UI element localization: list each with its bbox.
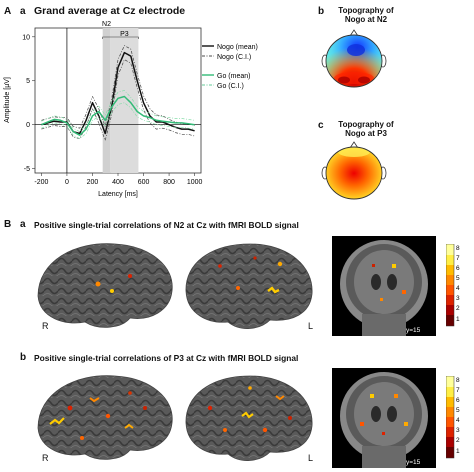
y-axis-label: Amplitude [µV] xyxy=(4,77,11,123)
cb-a-tick-7: 7 xyxy=(456,255,460,262)
nogo-ci-lower-line xyxy=(41,59,195,141)
cb-b-tick-8: 8 xyxy=(456,377,460,384)
cb-a-tick-6: 6 xyxy=(456,265,460,272)
brain-left-hemisphere-n2: L xyxy=(185,243,313,331)
x-tick-label: 1000 xyxy=(187,179,203,186)
cb-a-tick-4: 4 xyxy=(456,285,460,292)
x-tick-label: 600 xyxy=(138,179,150,186)
row-b-title: Positive single-trial correlations of P3… xyxy=(34,353,299,363)
row-a-title: Positive single-trial correlations of N2… xyxy=(34,220,299,230)
slice-label-row-a: y=15 xyxy=(406,327,421,334)
cb-b-tick-7: 7 xyxy=(456,387,460,394)
go-ci-lower-line xyxy=(41,102,195,140)
cb-a-tick-5: 5 xyxy=(456,275,460,282)
x-tick-label: 200 xyxy=(87,179,99,186)
cb-a-tick-3: 3 xyxy=(456,295,460,302)
p3-window xyxy=(110,28,139,173)
legend: Nogo (mean) Nogo (C.I.) Go (mean) Go (C.… xyxy=(202,44,258,90)
hemisphere-label-l: L xyxy=(308,453,313,463)
cb-b-tick-4: 4 xyxy=(456,417,460,424)
go-mean-line xyxy=(41,95,195,136)
y-tick-label: 0 xyxy=(26,122,30,129)
brain-left-hemisphere-p3: L xyxy=(185,375,313,463)
panel-A-label: A xyxy=(4,6,12,17)
colorbar-row-a: 8 7 6 5 4 3 2 1 xyxy=(446,244,460,327)
cb-b-tick-1: 1 xyxy=(456,448,460,455)
coronal-slice-n2: y=15 xyxy=(332,236,436,336)
y-tick-label: -5 xyxy=(24,166,30,173)
topo-b-label: b xyxy=(318,6,325,17)
panel-B-label: B xyxy=(4,219,12,230)
panel-A-sub-a: a xyxy=(20,6,26,17)
topo-c-title-line1: Topography of xyxy=(338,120,394,129)
panel-B-row-b-label: b xyxy=(20,352,27,363)
topo-c-title-line2: Nogo at P3 xyxy=(345,129,387,138)
x-axis-label: Latency [ms] xyxy=(98,191,138,198)
topo-b-title-line2: Nogo at N2 xyxy=(344,15,388,24)
legend-nogo-mean: Nogo (mean) xyxy=(217,44,258,51)
cb-b-tick-5: 5 xyxy=(456,407,460,414)
panel-B-row-a-label: a xyxy=(20,219,26,230)
topo-c-title: Topography of Nogo at P3 xyxy=(326,120,406,138)
legend-go-ci: Go (C.I.) xyxy=(217,83,244,90)
n2-window xyxy=(102,28,111,173)
erp-chart: N2 P3 -200 0 200 400 600 800 1000 -5 0 5 10 Laten… xyxy=(4,21,258,198)
window-bracket xyxy=(102,36,139,39)
cb-a-tick-8: 8 xyxy=(456,245,460,252)
go-ci-upper-line xyxy=(41,90,195,133)
nogo-ci-upper-line xyxy=(41,45,195,129)
cb-b-tick-3: 3 xyxy=(456,427,460,434)
series-layer xyxy=(41,45,195,141)
hemisphere-label-l: L xyxy=(308,321,313,331)
p3-label: P3 xyxy=(120,31,129,38)
y-tick-label: 5 xyxy=(26,78,30,85)
slice-label-row-b: y=15 xyxy=(406,459,421,466)
legend-go-mean: Go (mean) xyxy=(217,73,250,80)
n2-label: N2 xyxy=(102,21,111,28)
topomap-n2 xyxy=(321,29,387,88)
topo-c-label: c xyxy=(318,120,324,131)
topo-b-title: Topography of Nogo at N2 xyxy=(326,6,406,24)
x-ticks: -200 0 200 400 600 800 1000 xyxy=(34,173,203,186)
topomap-p3 xyxy=(321,141,387,200)
brain-right-hemisphere-n2: R xyxy=(37,243,173,331)
colorbar-row-b: 8 7 6 5 4 3 2 1 xyxy=(446,376,460,459)
cb-a-tick-1: 1 xyxy=(456,316,460,323)
window-brackets xyxy=(102,36,139,39)
cb-b-tick-6: 6 xyxy=(456,397,460,404)
x-tick-label: 0 xyxy=(65,179,69,186)
x-tick-label: 800 xyxy=(163,179,175,186)
y-tick-label: 10 xyxy=(22,34,30,41)
cb-b-tick-2: 2 xyxy=(456,437,460,444)
erp-title: Grand average at Cz electrode xyxy=(34,5,186,17)
cb-a-tick-2: 2 xyxy=(456,305,460,312)
y-ticks: -5 0 5 10 xyxy=(22,34,35,173)
hemisphere-label-r: R xyxy=(42,321,49,331)
coronal-slice-p3: y=15 xyxy=(332,368,436,468)
x-tick-label: 400 xyxy=(112,179,124,186)
topo-b-title-line1: Topography of xyxy=(338,6,394,15)
hemisphere-label-r: R xyxy=(42,453,49,463)
legend-nogo-ci: Nogo (C.I.) xyxy=(217,54,251,61)
brain-right-hemisphere-p3: R xyxy=(37,375,173,463)
nogo-mean-line xyxy=(41,51,195,135)
x-tick-label: -200 xyxy=(34,179,48,186)
